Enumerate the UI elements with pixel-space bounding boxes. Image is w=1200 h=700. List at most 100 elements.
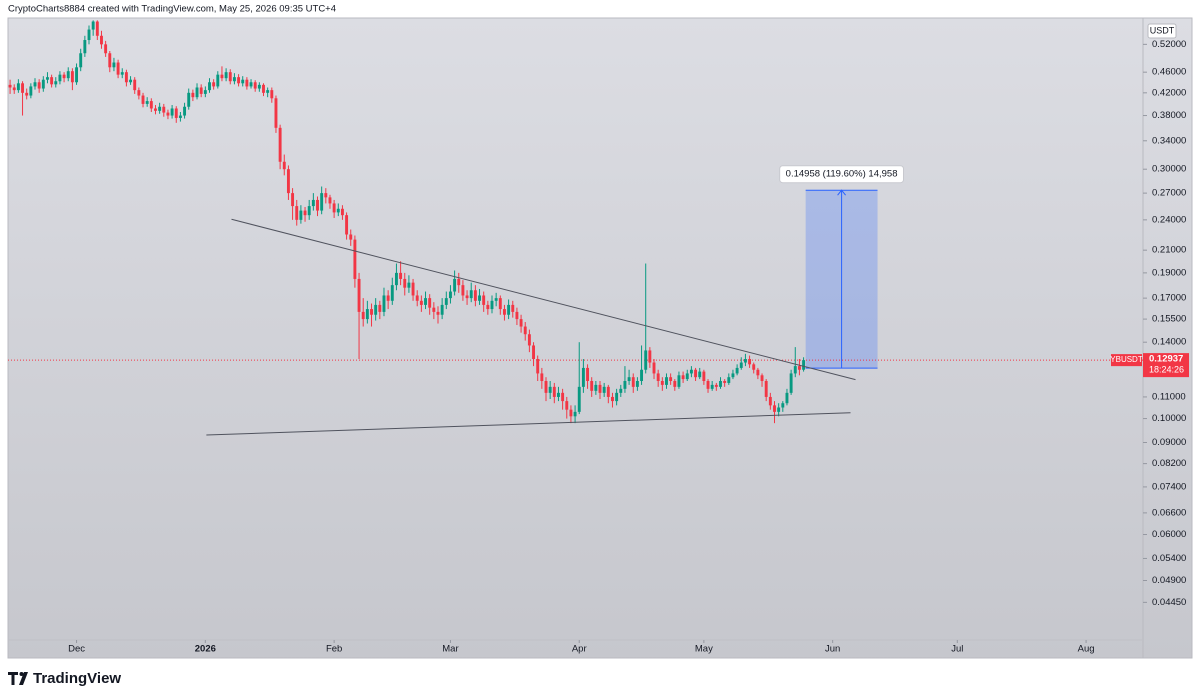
candle-body <box>399 272 403 279</box>
candle-body <box>548 386 552 393</box>
candle-body <box>519 319 523 327</box>
candle-body <box>436 311 440 315</box>
y-tick-label: 0.24000 <box>1152 214 1186 225</box>
candle-body <box>673 381 677 387</box>
candle-body <box>789 373 793 393</box>
candle-body <box>689 369 693 374</box>
candle-body <box>507 304 511 315</box>
candle-body <box>619 388 623 393</box>
chart-panel <box>7 17 1193 659</box>
candle-body <box>503 309 506 315</box>
candle-body <box>469 290 473 299</box>
y-tick-label: 0.07400 <box>1152 481 1186 492</box>
candle-body <box>104 44 108 54</box>
candle-body <box>108 53 112 68</box>
source-note: CryptoCharts8884 created with TradingVie… <box>8 4 336 15</box>
candle-body <box>424 298 427 305</box>
candle-body <box>274 98 278 128</box>
candle-body <box>486 304 490 310</box>
candle-body <box>29 86 33 96</box>
candle-body <box>748 359 752 365</box>
y-tick-label: 0.09000 <box>1152 437 1186 448</box>
candle-body <box>58 74 62 82</box>
candle-body <box>453 278 457 292</box>
candle-body <box>440 304 444 315</box>
candle-body <box>41 79 45 89</box>
y-tick-label: 0.08200 <box>1152 458 1186 469</box>
candle-body <box>33 82 37 87</box>
candle-body <box>698 371 702 378</box>
candle-body <box>631 377 635 387</box>
candle-body <box>70 71 74 83</box>
candle-body <box>764 381 768 397</box>
currency-badge[interactable] <box>1147 23 1177 39</box>
candle-body <box>544 381 548 393</box>
candle-body <box>266 90 270 93</box>
candle-body <box>752 364 756 370</box>
candle-body <box>62 74 66 79</box>
candle-body <box>149 101 153 109</box>
y-tick-label: 0.27000 <box>1152 188 1186 199</box>
candle-body <box>482 295 486 305</box>
candle-body <box>95 21 99 36</box>
candle-body <box>494 298 498 301</box>
candle-body <box>627 377 631 382</box>
candle-body <box>87 29 91 41</box>
candle-body <box>232 77 236 82</box>
candle-body <box>565 401 569 410</box>
candle-body <box>25 92 29 96</box>
projection-arrowhead <box>837 189 846 196</box>
candle-body <box>124 72 128 83</box>
projection-label: 0.14958 (119.60%) 14,958 <box>786 169 898 180</box>
candle-body <box>178 115 182 118</box>
candle-body <box>478 295 481 301</box>
candle-body <box>365 309 369 320</box>
candle-body <box>448 291 452 299</box>
candle-body <box>756 369 760 376</box>
candle-body <box>581 367 585 387</box>
candle-body <box>237 77 241 84</box>
candle-body <box>444 298 448 305</box>
candle-body <box>203 90 207 94</box>
candle-body <box>141 95 145 104</box>
candle-body <box>154 108 157 111</box>
y-tick-label: 0.14000 <box>1152 337 1186 348</box>
candle-body <box>573 411 577 417</box>
y-tick-label: 0.38000 <box>1152 110 1186 121</box>
candle-body <box>768 396 772 406</box>
candle-body <box>66 71 70 79</box>
candle-body <box>569 409 573 417</box>
countdown: 18:24:26 <box>1149 364 1184 374</box>
candle-body <box>710 384 714 389</box>
candle-body <box>133 79 137 91</box>
candle-body <box>706 381 710 389</box>
candle-body <box>777 407 781 412</box>
trendline <box>206 412 851 436</box>
candle-body <box>158 106 162 111</box>
candle-body <box>669 377 673 382</box>
candle-body <box>797 366 801 370</box>
candle-body <box>590 381 594 391</box>
candle-body <box>116 62 120 75</box>
candle-body <box>552 386 556 397</box>
candle-body <box>665 377 668 385</box>
candle-body <box>187 92 191 107</box>
y-tick-label: 0.17000 <box>1152 293 1186 304</box>
y-tick-label: 0.06600 <box>1152 507 1186 518</box>
candle-body <box>316 199 319 211</box>
y-tick-label: 0.19000 <box>1152 267 1186 278</box>
symbol-badge <box>1111 354 1142 367</box>
candle-body <box>270 90 274 99</box>
candle-body <box>623 381 627 389</box>
x-tick-label: 2026 <box>195 644 216 655</box>
candle-body <box>220 74 224 79</box>
candle-body <box>532 345 535 360</box>
candle-body <box>311 199 315 207</box>
candle-body <box>324 193 328 198</box>
candle-body <box>129 79 133 83</box>
candle-body <box>224 72 228 79</box>
y-tick-label: 0.46000 <box>1152 67 1186 78</box>
candle-body <box>382 295 386 312</box>
